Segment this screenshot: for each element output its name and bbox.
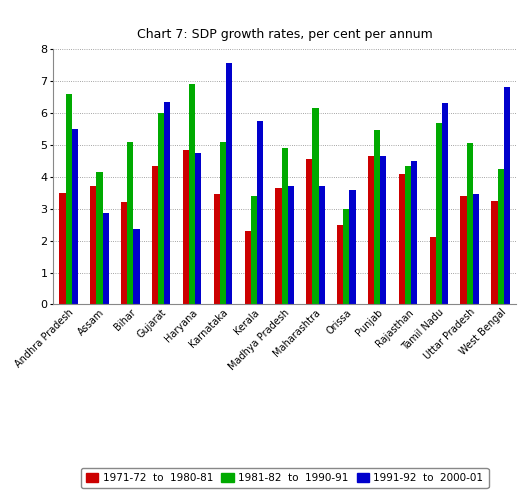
Bar — [319, 187, 325, 304]
Bar — [374, 131, 380, 304]
Bar — [276, 188, 281, 304]
Bar — [60, 192, 65, 304]
Bar — [134, 229, 139, 304]
Legend: 1971-72  to  1980-81, 1981-82  to  1990-91, 1991-92  to  2000-01: 1971-72 to 1980-81, 1981-82 to 1990-91, … — [81, 468, 488, 489]
Bar — [189, 84, 195, 304]
Bar — [164, 102, 170, 304]
Bar — [473, 194, 479, 304]
Bar — [127, 142, 134, 304]
Bar — [350, 191, 355, 304]
Bar — [152, 165, 158, 304]
Bar — [183, 150, 189, 304]
Title: Chart 7: SDP growth rates, per cent per annum: Chart 7: SDP growth rates, per cent per … — [137, 28, 433, 41]
Bar — [281, 148, 288, 304]
Bar — [399, 174, 405, 304]
Bar — [337, 225, 343, 304]
Bar — [368, 156, 374, 304]
Bar — [442, 104, 448, 304]
Bar — [461, 196, 467, 304]
Bar — [220, 142, 226, 304]
Bar — [121, 202, 127, 304]
Bar — [288, 187, 294, 304]
Bar — [214, 194, 220, 304]
Bar — [312, 108, 319, 304]
Bar — [257, 121, 263, 304]
Bar — [411, 161, 417, 304]
Bar — [492, 201, 497, 304]
Bar — [65, 94, 72, 304]
Bar — [245, 231, 251, 304]
Bar — [405, 165, 411, 304]
Bar — [72, 129, 78, 304]
Bar — [90, 187, 96, 304]
Bar — [467, 143, 473, 304]
Bar — [251, 196, 257, 304]
Bar — [380, 156, 386, 304]
Bar — [226, 63, 232, 304]
Bar — [430, 238, 436, 304]
Bar — [306, 159, 312, 304]
Bar — [103, 214, 109, 304]
Bar — [504, 87, 510, 304]
Bar — [343, 209, 350, 304]
Bar — [195, 153, 201, 304]
Bar — [96, 172, 103, 304]
Bar — [158, 113, 164, 304]
Bar — [497, 169, 504, 304]
Bar — [436, 123, 442, 304]
